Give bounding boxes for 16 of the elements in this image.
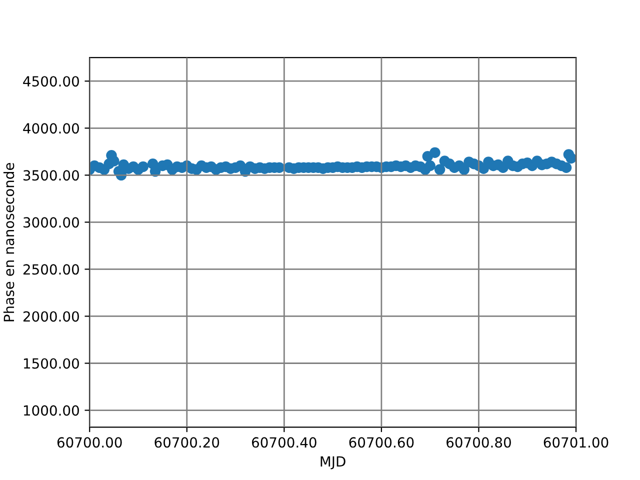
y-tick-label: 4000.00	[23, 123, 79, 134]
x-tick-label: 60700.40	[252, 437, 316, 448]
y-tick-label: 3500.00	[24, 170, 79, 181]
y-tick-label: 4500.00	[23, 76, 79, 87]
y-tick-label: 2000.00	[23, 311, 79, 322]
y-tick-label: 3000.00	[24, 217, 79, 228]
x-tick-label: 60701.00	[544, 437, 608, 448]
x-tick-label: 60700.00	[57, 437, 122, 448]
y-tick-label: 1500.00	[24, 358, 79, 369]
x-tick-label: 60700.20	[154, 437, 220, 448]
y-axis-title: Phase en nanoseconde	[3, 162, 14, 322]
y-tick-label: 2500.00	[23, 264, 79, 275]
x-tick-label: 60700.60	[349, 437, 414, 448]
x-tick-label: 60700.80	[446, 437, 511, 448]
x-axis-title: MJD	[320, 456, 346, 470]
y-tick-label: 1000.00	[24, 405, 79, 416]
